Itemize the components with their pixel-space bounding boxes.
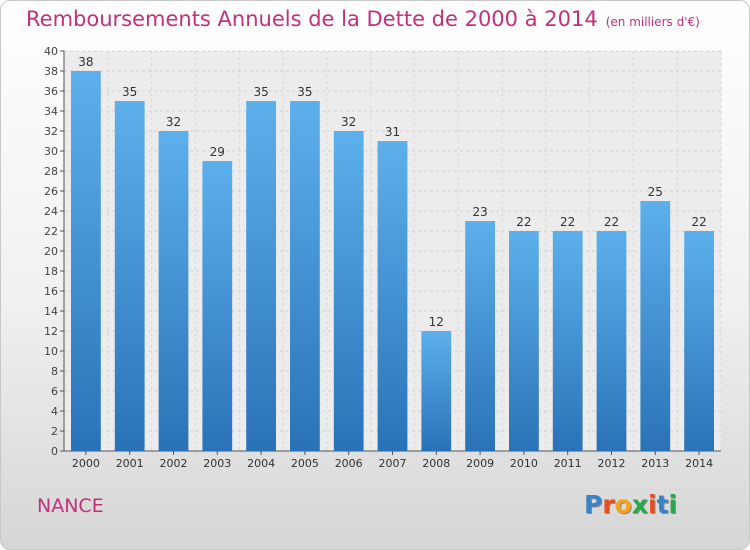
x-tick-label: 2006 xyxy=(335,457,363,470)
y-tick-label: 4 xyxy=(51,405,58,418)
value-label: 12 xyxy=(429,315,444,329)
value-label: 38 xyxy=(78,55,93,69)
x-tick-label: 2013 xyxy=(641,457,669,470)
x-tick-label: 2000 xyxy=(72,457,100,470)
x-tick-label: 2005 xyxy=(291,457,319,470)
y-tick-label: 12 xyxy=(44,325,58,338)
bar-2013 xyxy=(640,201,671,451)
logo-letter: P xyxy=(584,490,603,519)
value-label: 32 xyxy=(166,115,181,129)
chart-title: Remboursements Annuels de la Dette de 20… xyxy=(26,7,700,31)
y-tick-label: 36 xyxy=(44,85,58,98)
bar-2000 xyxy=(71,71,101,451)
value-label: 35 xyxy=(297,85,312,99)
y-tick-label: 26 xyxy=(44,185,58,198)
logo-letter: x xyxy=(631,490,648,519)
x-tick-label: 2008 xyxy=(422,457,450,470)
bar-2011 xyxy=(552,231,583,451)
y-tick-label: 34 xyxy=(44,105,58,118)
logo-letter: i xyxy=(648,490,657,519)
logo-letter: r xyxy=(602,490,615,519)
logo-letter: t xyxy=(656,490,669,519)
chart-title-text: Remboursements Annuels de la Dette de 20… xyxy=(26,7,598,31)
value-label: 31 xyxy=(385,125,400,139)
bar-2001 xyxy=(114,101,145,451)
bar-2009 xyxy=(465,221,495,451)
x-tick-label: 2003 xyxy=(203,457,231,470)
proxiti-logo: Proxiti xyxy=(584,490,677,519)
bar-2010 xyxy=(509,231,539,451)
x-tick-label: 2010 xyxy=(510,457,538,470)
bar-2002 xyxy=(158,131,189,451)
y-tick-label: 18 xyxy=(44,265,58,278)
value-label: 22 xyxy=(604,215,619,229)
x-tick-label: 2009 xyxy=(466,457,494,470)
y-tick-label: 28 xyxy=(44,165,58,178)
labels: 38 2000 35 2001 32 2002 29 2003 35 2004 35 2005 32 20… xyxy=(72,55,713,470)
y-tick-label: 10 xyxy=(44,345,58,358)
bar-2003 xyxy=(202,161,233,451)
bar-2014 xyxy=(684,231,714,451)
y-tick-label: 20 xyxy=(44,245,58,258)
x-tick-label: 2014 xyxy=(685,457,713,470)
value-label: 22 xyxy=(560,215,575,229)
bar-2005 xyxy=(290,101,320,451)
unit-note: (en milliers d'€) xyxy=(605,15,700,29)
y-tick-label: 40 xyxy=(44,45,58,58)
x-tick-label: 2007 xyxy=(379,457,407,470)
y-tick-label: 0 xyxy=(51,445,58,458)
x-tick-label: 2001 xyxy=(116,457,144,470)
y-tick-label: 6 xyxy=(51,385,58,398)
bar-2008 xyxy=(421,331,452,451)
y-tick-label: 14 xyxy=(44,305,58,318)
city-name: NANCE xyxy=(37,495,104,517)
value-label: 35 xyxy=(122,85,137,99)
bar-2007 xyxy=(377,141,408,451)
x-tick-label: 2004 xyxy=(247,457,275,470)
x-tick-label: 2002 xyxy=(160,457,188,470)
y-tick-label: 2 xyxy=(51,425,58,438)
value-label: 35 xyxy=(253,85,268,99)
value-label: 32 xyxy=(341,115,356,129)
value-label: 25 xyxy=(648,185,663,199)
x-tick-label: 2011 xyxy=(554,457,582,470)
y-tick-label: 38 xyxy=(44,65,58,78)
bars xyxy=(71,71,714,451)
logo-letter: o xyxy=(614,490,632,519)
logo-letter: i xyxy=(668,490,678,519)
value-label: 22 xyxy=(691,215,706,229)
y-tick-label: 8 xyxy=(51,365,58,378)
y-tick-label: 30 xyxy=(44,145,58,158)
y-tick-label: 16 xyxy=(44,285,58,298)
value-label: 23 xyxy=(472,205,487,219)
bar-2012 xyxy=(596,231,627,451)
x-tick-label: 2012 xyxy=(598,457,626,470)
y-tick-label: 32 xyxy=(44,125,58,138)
value-label: 29 xyxy=(210,145,225,159)
bar-2004 xyxy=(246,101,276,451)
y-tick-label: 24 xyxy=(44,205,58,218)
bar-2006 xyxy=(333,131,364,451)
value-label: 22 xyxy=(516,215,531,229)
y-tick-label: 22 xyxy=(44,225,58,238)
